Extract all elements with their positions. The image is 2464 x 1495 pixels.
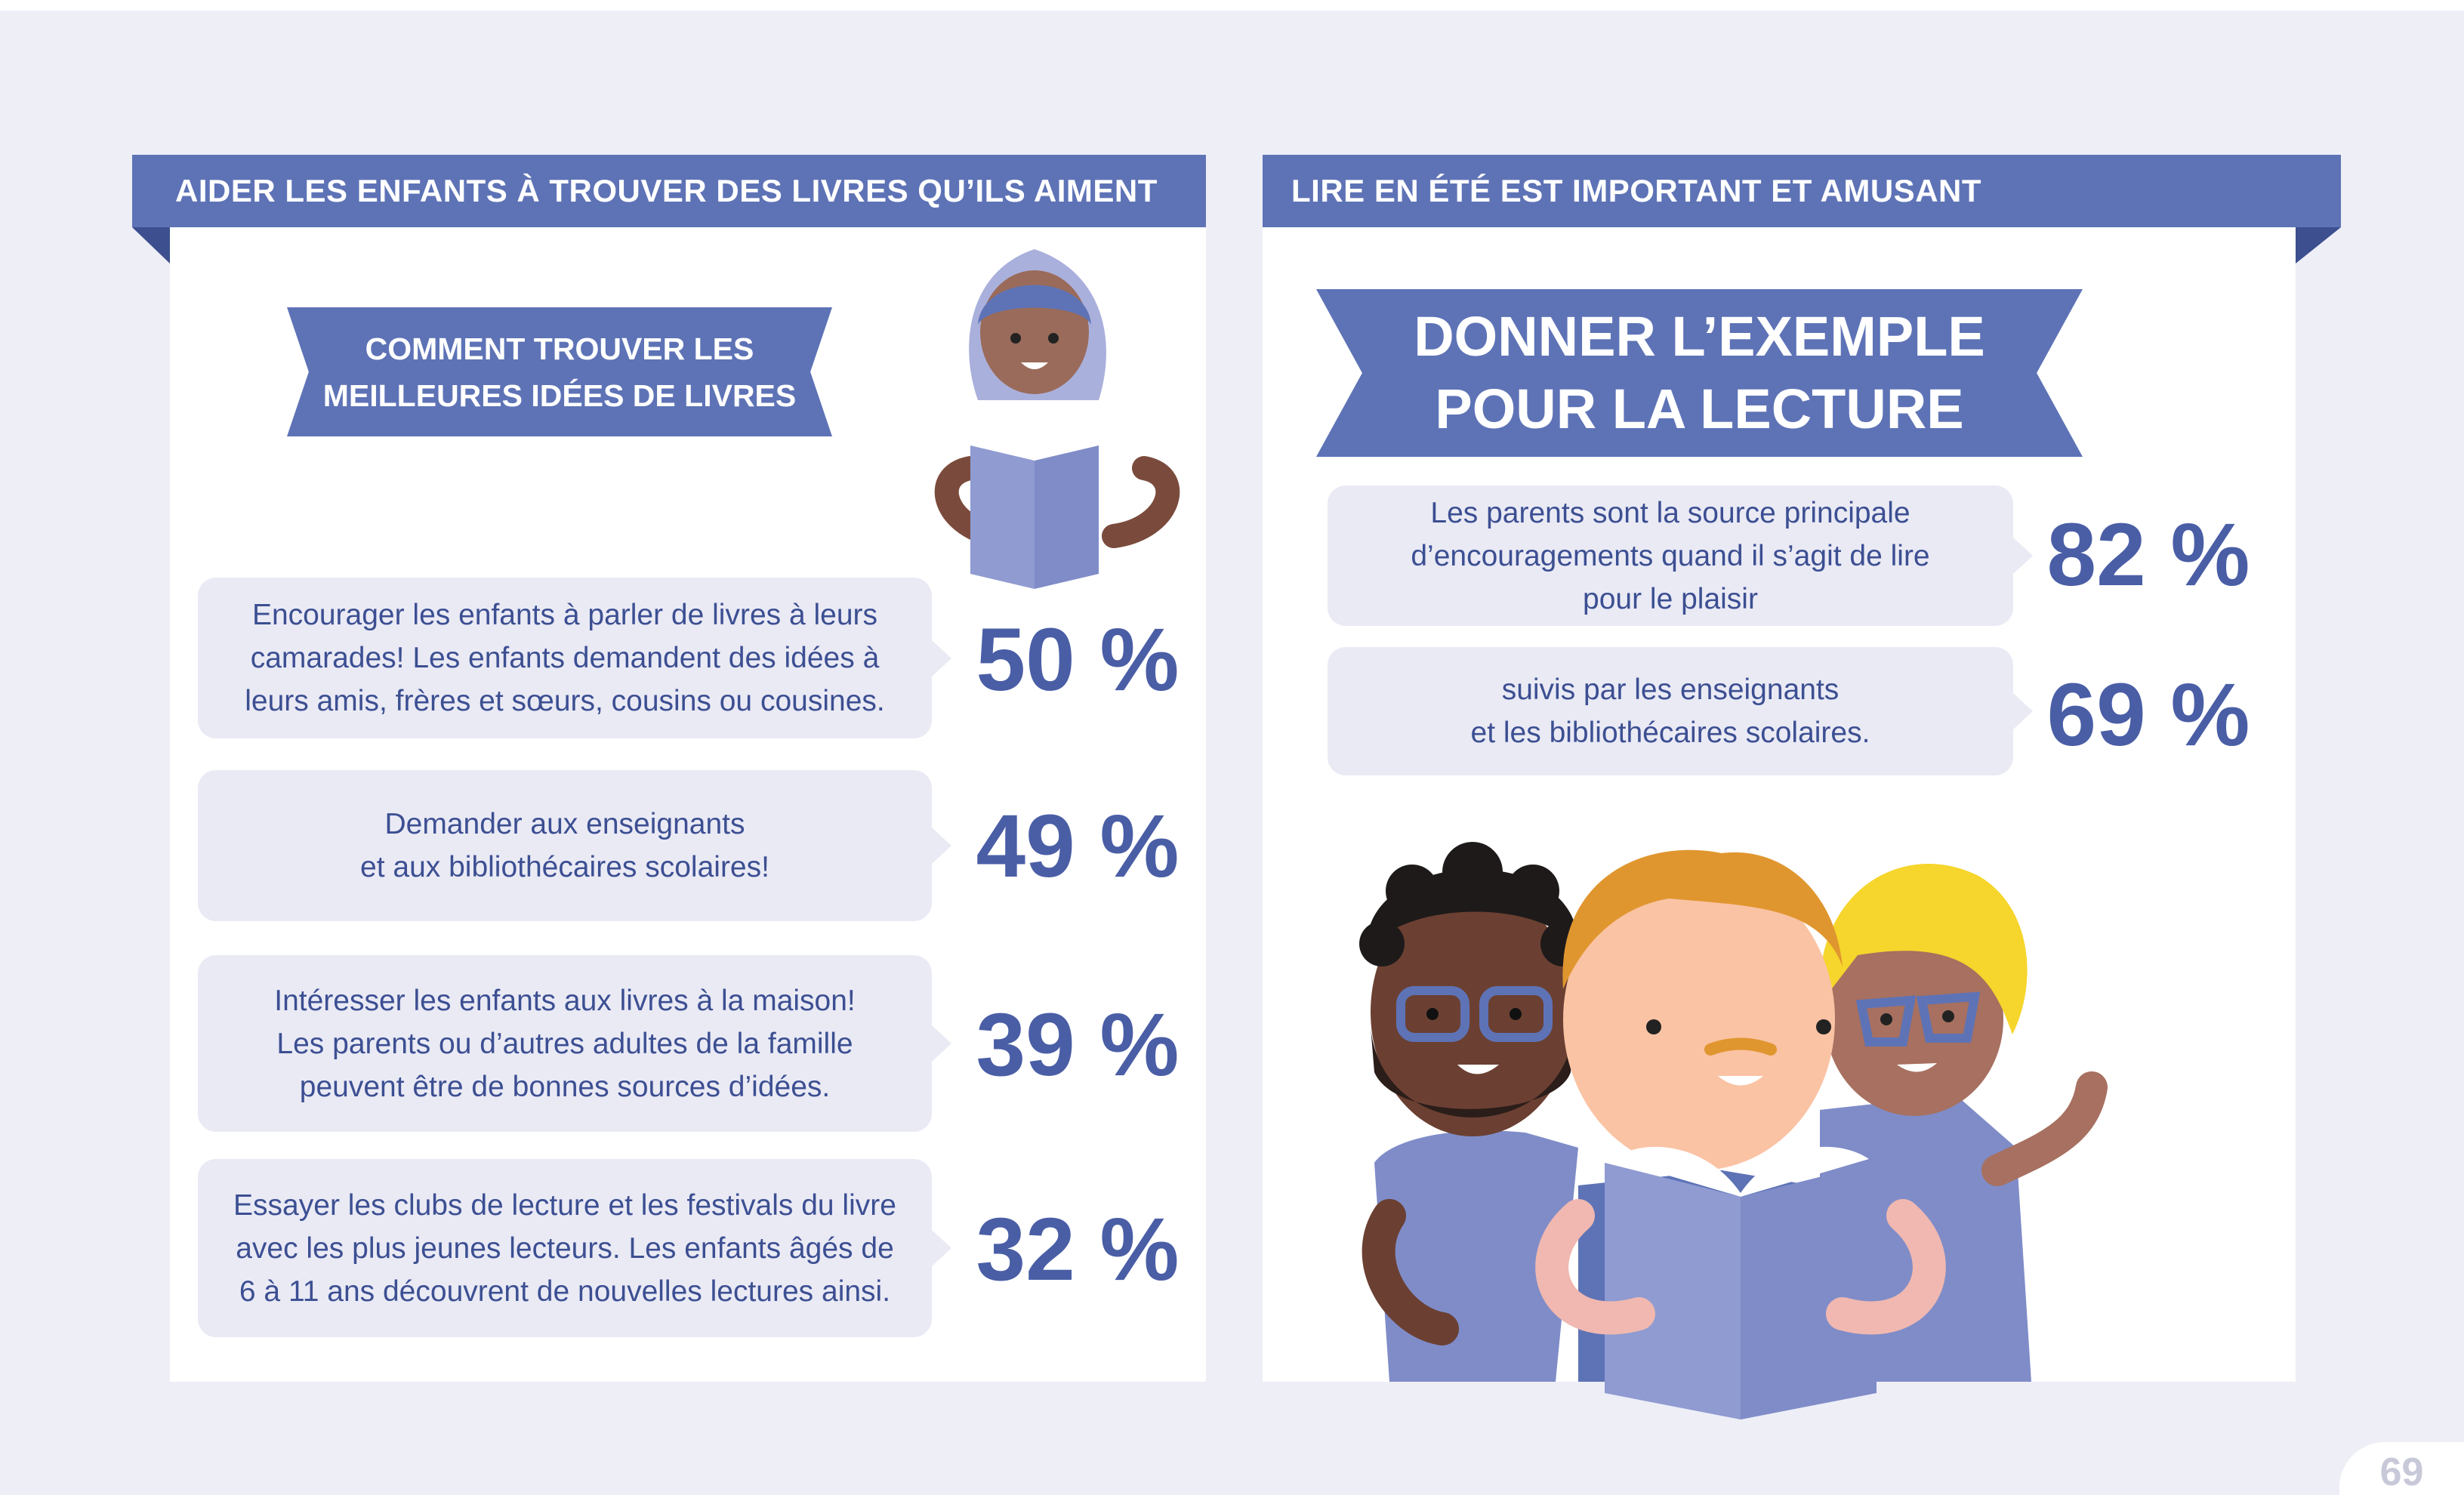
stat-text-line: camarades! Les enfants demandent des idé…	[250, 642, 880, 674]
stat-text-line: d’encouragements quand il s’agit de lire	[1411, 539, 1930, 572]
stat-text-line: Les parents ou d’autres adultes de la fa…	[276, 1027, 853, 1060]
stat-percent: 69 %	[2046, 665, 2250, 765]
stat-percent: 39 %	[976, 995, 1180, 1095]
stat-text-line: et aux bibliothécaires scolaires!	[360, 851, 769, 883]
stat-text-line: suivis par les enseignants	[1501, 674, 1840, 706]
stat-text-line: pour le plaisir	[1583, 582, 1758, 615]
ribbon-line: MEILLEURES IDÉES DE LIVRES	[322, 378, 797, 413]
stat-percent: 32 %	[976, 1200, 1180, 1299]
stat-bubble: Demander aux enseignants et aux biblioth…	[198, 770, 951, 921]
left-section-banner: AIDER LES ENFANTS À TROUVER DES LIVRES Q…	[132, 155, 1206, 227]
right-section-banner: LIRE EN ÉTÉ EST IMPORTANT ET AMUSANT	[1263, 155, 2341, 227]
stat-bubble: suivis par les enseignants et les biblio…	[1328, 647, 2033, 775]
right-headline-ribbon: DONNER L’EXEMPLE POUR LA LECTURE	[1316, 289, 2083, 457]
stat-bubble: Essayer les clubs de lecture et les fest…	[198, 1159, 951, 1337]
stat-text-line: 6 à 11 ans découvrent de nouvelles lectu…	[239, 1275, 891, 1308]
stat-bubble: Les parents sont la source principale d’…	[1328, 485, 2033, 626]
headline-line: DONNER L’EXEMPLE	[1414, 305, 1985, 368]
stat-text-line: Encourager les enfants à parler de livre…	[251, 599, 878, 631]
left-subtitle-ribbon: COMMENT TROUVER LES MEILLEURES IDÉES DE …	[287, 307, 832, 436]
banner-fold-right	[2296, 227, 2341, 264]
stat-text-line: et les bibliothécaires scolaires.	[1470, 717, 1870, 749]
banner-fold-left	[132, 227, 170, 264]
stat-text-line: Les parents sont la source principale	[1430, 496, 1910, 529]
left-banner-title: AIDER LES ENFANTS À TROUVER DES LIVRES Q…	[175, 173, 1158, 208]
stat-percent: 82 %	[2046, 505, 2250, 605]
stat-bubble: Intéresser les enfants aux livres à la m…	[198, 955, 951, 1132]
adults-reading-illustration	[1359, 842, 2108, 1419]
headline-line: POUR LA LECTURE	[1435, 378, 1964, 440]
stat-bubble: Encourager les enfants à parler de livre…	[198, 578, 951, 738]
stat-text-line: Intéresser les enfants aux livres à la m…	[274, 984, 856, 1017]
stat-text-line: peuvent être de bonnes sources d’idées.	[299, 1070, 831, 1103]
stat-percent: 49 %	[976, 797, 1180, 896]
stat-text-line: Essayer les clubs de lecture et les fest…	[233, 1188, 896, 1222]
stat-text-line: Demander aux enseignants	[384, 808, 745, 840]
right-banner-title: LIRE EN ÉTÉ EST IMPORTANT ET AMUSANT	[1291, 173, 1982, 208]
stat-text-line: avec les plus jeunes lecteurs. Les enfan…	[236, 1231, 894, 1265]
stat-percent: 50 %	[976, 610, 1180, 710]
stat-text-line: leurs amis, frères et sœurs, cousins ou …	[245, 685, 885, 717]
girl-reading-illustration	[934, 249, 1180, 589]
page-number: 69	[2339, 1442, 2464, 1495]
top-border	[0, 0, 2464, 11]
ribbon-line: COMMENT TROUVER LES	[365, 331, 754, 366]
